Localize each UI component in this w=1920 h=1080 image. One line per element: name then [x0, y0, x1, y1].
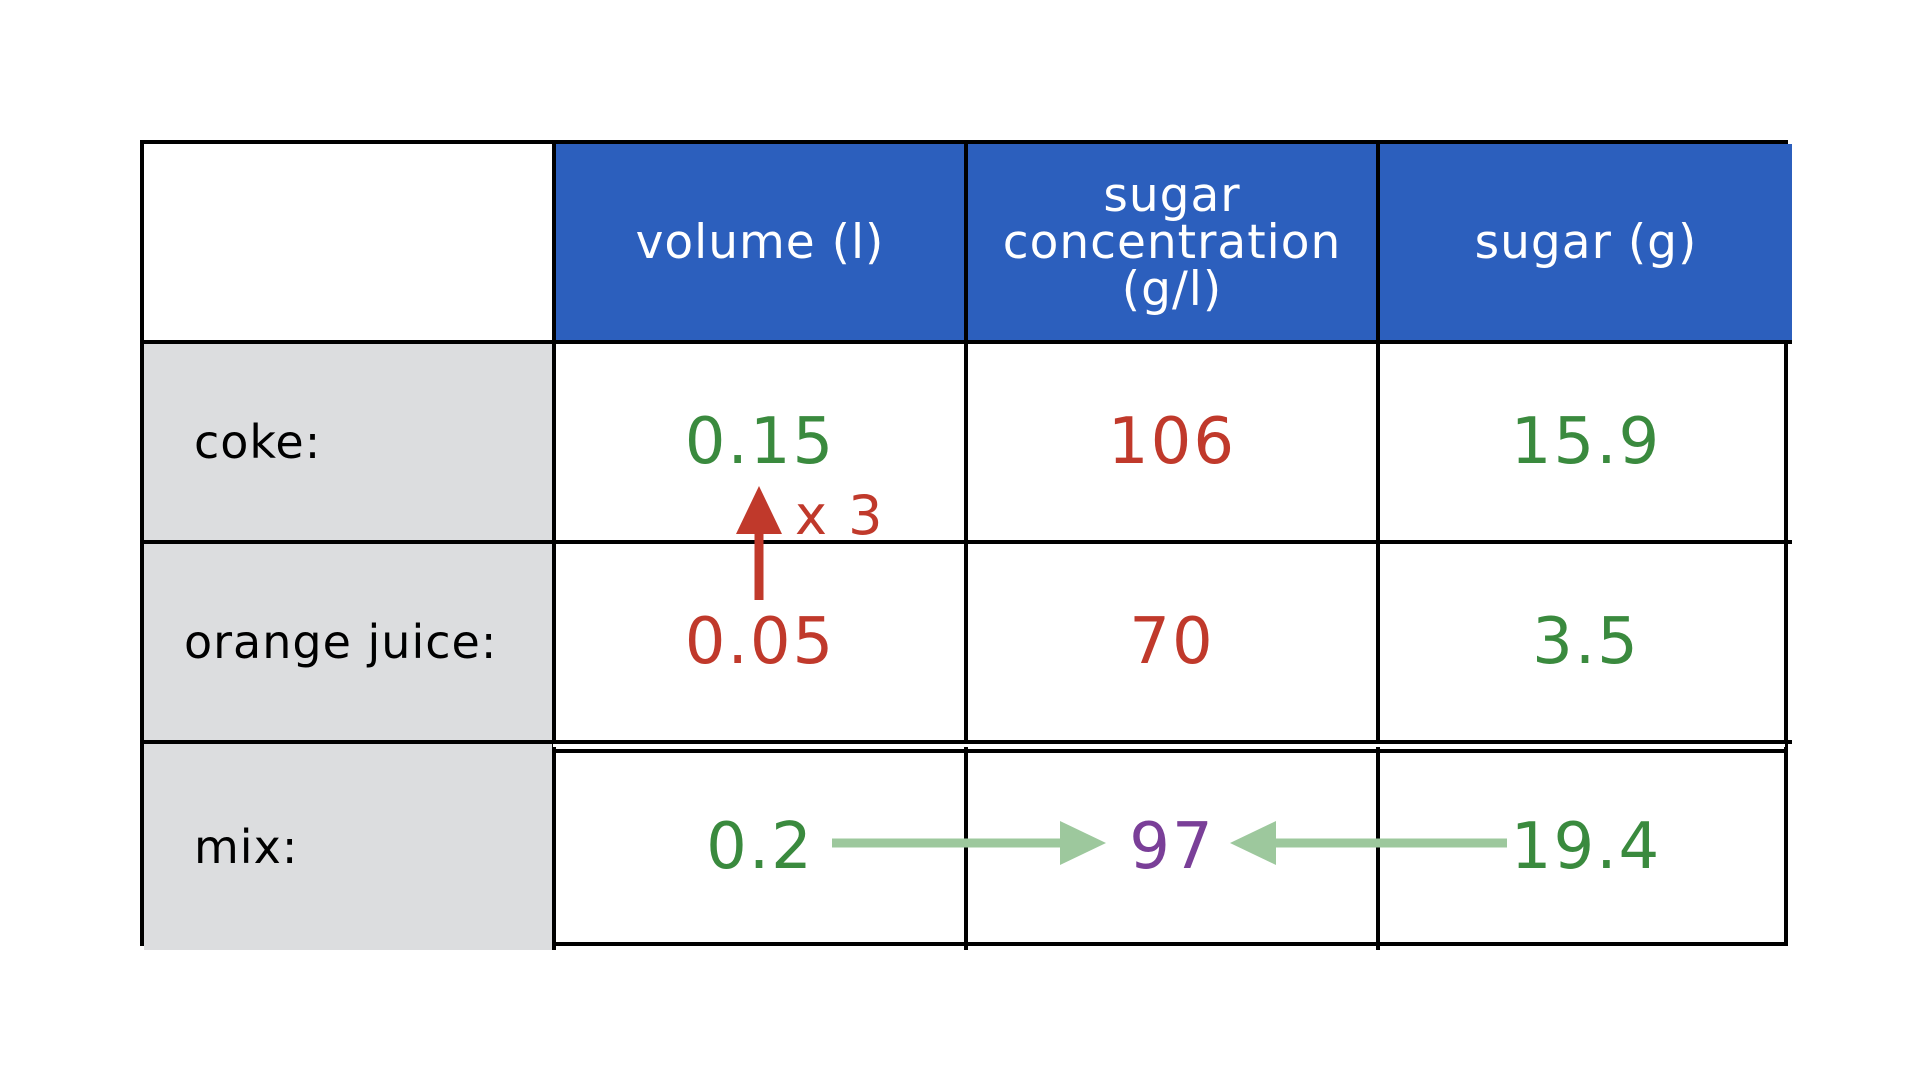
row-label-mix: mix:	[144, 744, 556, 950]
cell-orange-juice-sugar: 3.5	[1380, 544, 1792, 744]
header-volume-label: volume (l)	[635, 214, 885, 270]
coke-volume-value: 0.15	[684, 405, 836, 479]
header-volume: volume (l)	[556, 144, 968, 344]
cell-orange-juice-volume: 0.05	[556, 544, 968, 744]
header-concentration-stack: sugar concentration (g/l)	[1003, 172, 1342, 313]
cell-coke-concentration: 106	[968, 344, 1380, 544]
mix-sugar-value: 19.4	[1510, 810, 1662, 884]
coke-concentration-value: 106	[1107, 405, 1237, 479]
header-concentration-line-2: concentration	[1002, 214, 1342, 270]
cell-mix-concentration: 97	[968, 744, 1380, 950]
header-concentration: sugar concentration (g/l)	[968, 144, 1380, 344]
multiplier-label: x 3	[795, 484, 885, 547]
cell-mix-volume: 0.2	[556, 744, 968, 950]
cell-coke-sugar: 15.9	[1380, 344, 1792, 544]
mix-concentration-value: 97	[1129, 810, 1215, 884]
orange-juice-concentration-value: 70	[1129, 605, 1215, 679]
header-concentration-line-1: sugar	[1103, 167, 1241, 223]
cell-mix-sugar: 19.4	[1380, 744, 1792, 950]
row-label-coke: coke:	[144, 344, 556, 544]
row-label-orange-juice: orange juice:	[144, 544, 556, 744]
header-concentration-line-3: (g/l)	[1121, 261, 1223, 317]
row-label-orange-juice-text: orange juice:	[184, 615, 498, 669]
header-corner-cell	[144, 144, 556, 344]
coke-sugar-value: 15.9	[1510, 405, 1662, 479]
header-sugar-label: sugar (g)	[1474, 214, 1698, 270]
data-table: volume (l) sugar concentration (g/l) sug…	[140, 140, 1792, 950]
orange-juice-volume-value: 0.05	[684, 605, 836, 679]
mix-row-double-rule	[553, 744, 1785, 753]
row-label-coke-text: coke:	[194, 415, 322, 469]
cell-coke-volume: 0.15	[556, 344, 968, 544]
mix-volume-value: 0.2	[706, 810, 814, 884]
orange-juice-sugar-value: 3.5	[1532, 605, 1640, 679]
row-label-mix-text: mix:	[194, 820, 299, 874]
header-sugar: sugar (g)	[1380, 144, 1792, 344]
cell-orange-juice-concentration: 70	[968, 544, 1380, 744]
